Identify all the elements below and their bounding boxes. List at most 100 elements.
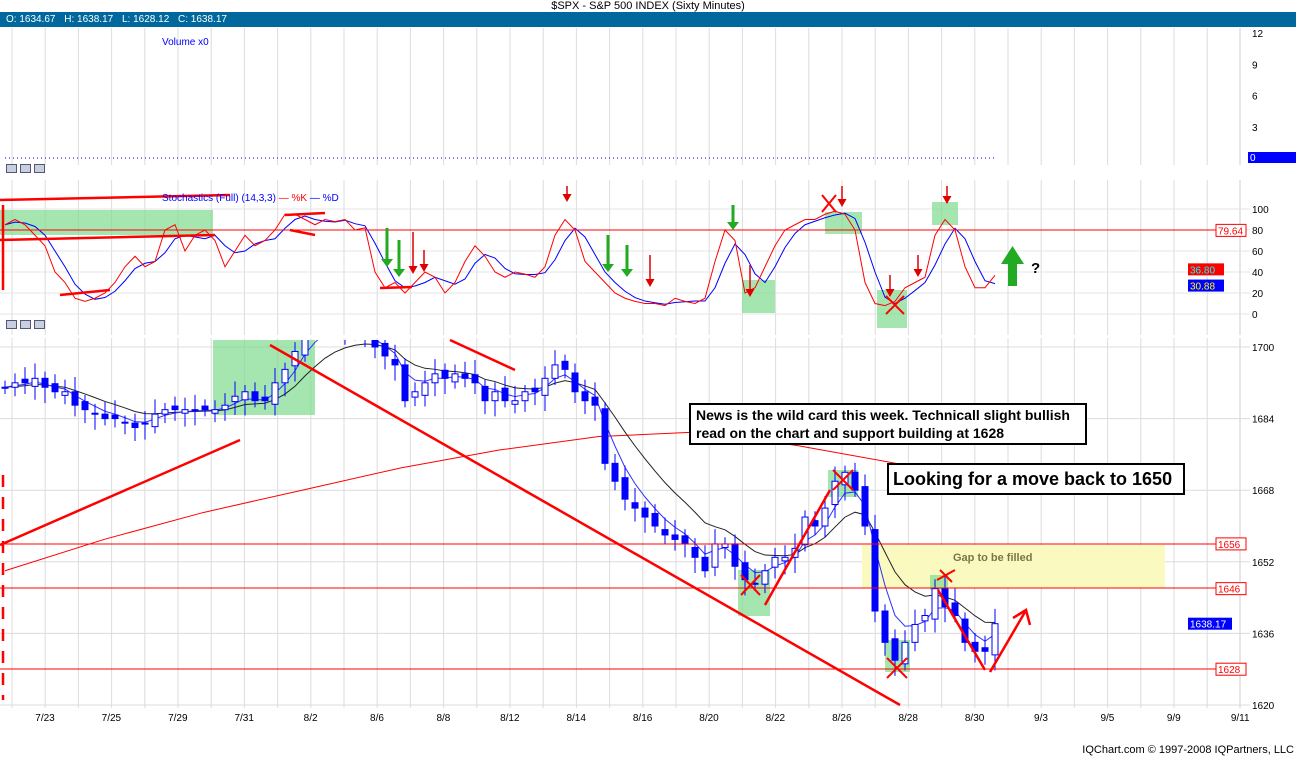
candle-down [571,372,579,393]
candle-down [131,422,139,429]
ohlc-bar: O: 1634.67 H: 1638.17 L: 1628.12 C: 1638… [0,12,1296,27]
maximize-icon[interactable] [34,164,45,173]
stoch-tick-label: 100 [1252,205,1269,216]
level-1646-label: 1646 [1218,585,1241,596]
stoch-tick-label: 20 [1252,289,1264,300]
gap-zone [862,545,1165,588]
candle-up [511,400,519,405]
series-layer [1,210,999,676]
stoch-tick-label: 40 [1252,268,1264,279]
axes: 1700168416681652163616201008060402001296… [35,29,1274,724]
candle-down [362,337,368,338]
signal-arrows [381,186,1024,297]
big-up-arrow-shaft [1008,262,1017,286]
candle-down [531,387,539,393]
minimize-icon[interactable] [6,164,17,173]
ma-mid-line [4,343,996,624]
candle-down [881,610,889,643]
restore-icon[interactable] [20,320,31,329]
candle-down [501,387,509,402]
arrow-down-icon [381,259,393,267]
maximize-icon[interactable] [34,320,45,329]
restore-icon[interactable] [20,164,31,173]
ma-long-line [4,431,996,572]
stoch-tick-label: 80 [1252,226,1264,237]
candle-down [951,602,959,616]
candle-down [121,421,129,424]
arrow-down-icon [745,289,755,297]
candle-down [21,378,29,384]
ma-short-line [4,340,996,642]
candle-down [691,546,699,558]
candle-down [51,383,59,393]
price-tick-label: 1700 [1252,343,1275,354]
candle-up [831,480,839,506]
level-1628-badge [1215,662,1247,676]
candle-up [451,373,459,383]
k-value-badge [1188,263,1224,276]
candle-down [352,326,358,334]
candle-up [141,422,149,425]
price-tick-label: 1668 [1252,486,1275,497]
x-tick-label: 8/22 [766,713,786,724]
stoch-d-line [4,212,996,305]
stoch-panel-buttons[interactable] [6,320,45,329]
candle-down [332,324,338,325]
x-tick-label: 7/23 [35,713,55,724]
x-tick-label: 8/12 [500,713,520,724]
candle-up [521,391,529,402]
x-tick-label: 8/14 [566,713,586,724]
x-tick-label: 9/11 [1231,713,1250,724]
arrow-down-icon [562,194,572,202]
volume-tick-label: 3 [1252,123,1258,134]
x-tick-label: 7/31 [234,713,254,724]
candle-down [591,396,599,406]
x-tick-label: 8/20 [699,713,719,724]
candle-down [601,408,609,464]
chart-title: $SPX - S&P 500 INDEX (Sixty Minutes) [551,0,745,12]
d-legend: %D [322,193,339,204]
arrow-down-icon [645,279,655,287]
arrow-up-icon [1001,246,1024,264]
copyright: IQChart.com © 1997-2008 IQPartners, LLC [1082,744,1294,756]
candle-down [471,374,479,384]
stoch-tick-label: 60 [1252,247,1264,258]
x-tick-label: 9/3 [1034,713,1048,724]
arrow-down-icon [602,264,614,272]
d-value-badge [1188,279,1224,292]
target-annotation: Looking for a move back to 1650 [887,463,1185,495]
candle-up [921,615,929,622]
candle-down [261,396,269,402]
candle-down [391,359,399,366]
candle-down [91,412,99,415]
x-tick-label: 8/2 [304,713,318,724]
candle-down [111,414,119,420]
candle-up [31,377,39,387]
price-tick-label: 1652 [1252,558,1275,569]
candle-up [221,404,229,411]
candle-down [681,535,689,545]
k-value-label: 36.80 [1190,265,1215,276]
arrow-down-icon [942,196,952,204]
candle-up [61,391,69,396]
candle-up [231,395,239,403]
x-tick-label: 8/6 [370,713,384,724]
candle-down [621,477,629,500]
candle-up [151,413,159,428]
price-tick-label: 1636 [1252,629,1275,640]
candle-down [342,325,348,329]
volume-panel-buttons[interactable] [6,164,45,173]
k-legend: %K [291,193,308,204]
arrow-down-icon [621,269,633,277]
candle-up [551,364,559,379]
low-value: L: 1628.12 [121,14,170,25]
candle-up [901,641,909,665]
level-1656-label: 1656 [1218,540,1241,551]
x-tick-label: 8/16 [633,713,653,724]
x-marks [740,194,956,679]
candle-up [761,570,769,585]
minimize-icon[interactable] [6,320,17,329]
candle-down [401,364,409,402]
candle-down [651,512,659,527]
